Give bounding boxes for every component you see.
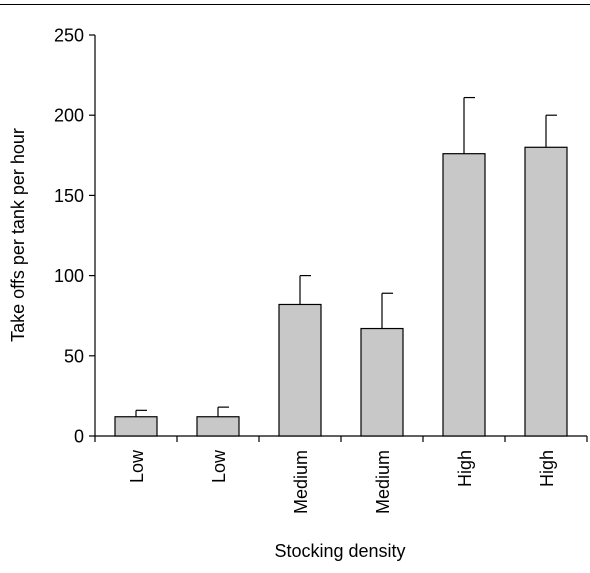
bar: [114, 416, 158, 437]
y-tick-label: 50: [64, 346, 84, 366]
x-tick-label: Medium: [373, 450, 393, 514]
x-axis-title: Stocking density: [274, 541, 405, 561]
x-tick-label: Low: [209, 449, 229, 483]
bar: [442, 153, 486, 437]
y-tick-label: 150: [54, 186, 84, 206]
bar: [196, 416, 240, 437]
x-tick-label: Medium: [291, 450, 311, 514]
x-tick-label: Low: [127, 449, 147, 483]
bar: [524, 146, 568, 437]
x-tick-label: High: [455, 450, 475, 487]
y-tick-label: 100: [54, 266, 84, 286]
axes: [89, 34, 588, 442]
bars: [114, 96, 568, 437]
bar: [278, 303, 322, 437]
y-tick-label: 200: [54, 106, 84, 126]
x-tick-label: High: [537, 450, 557, 487]
y-tick-label: 250: [54, 26, 84, 46]
labels: 0 50 100 150 200 250 Low Low Medium Medium High Hig…: [54, 26, 557, 515]
y-axis-title: Take offs per tank per hour: [8, 128, 28, 342]
bar: [360, 327, 404, 437]
y-tick-label: 0: [74, 427, 84, 447]
